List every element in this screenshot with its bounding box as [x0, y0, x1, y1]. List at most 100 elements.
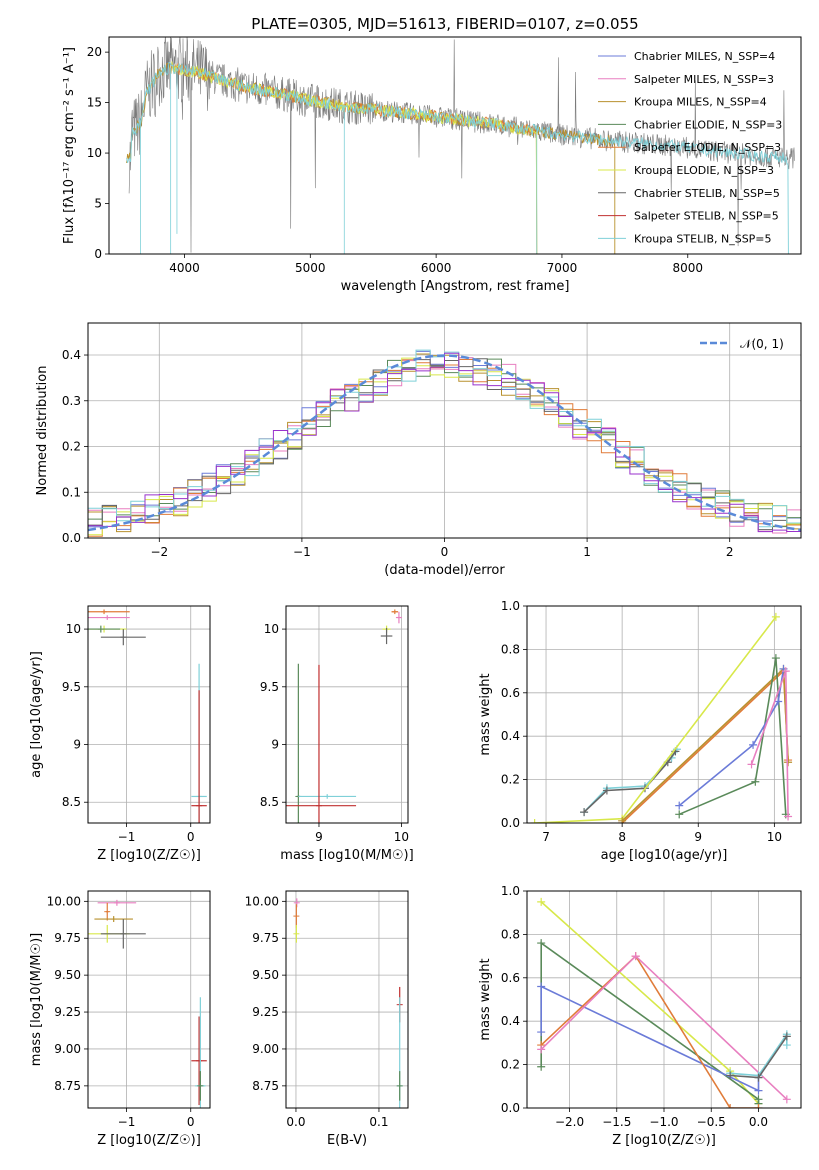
- x-tick-label: 7000: [547, 261, 578, 275]
- y-tick-label: 0.4: [62, 348, 81, 362]
- legend-label: Chabrier STELIB, N_SSP=5: [634, 187, 780, 200]
- legend: 𝒩(0, 1): [700, 337, 784, 351]
- axes-frame: [526, 605, 802, 824]
- weight-marker: [781, 667, 790, 676]
- legend-label: Kroupa STELIB, N_SSP=5: [634, 232, 772, 245]
- y-tick-label: 9.25: [54, 1005, 81, 1019]
- x-tick-label: 0: [187, 1115, 195, 1129]
- axes-weight-vs-age: 7 8 9 10 0.0 0.2 0.4 0.6 0.8 1.0 age [log10(age/yr…: [478, 599, 802, 863]
- x-axis-label: Z [log10(Z/Z☉)]: [612, 1133, 716, 1148]
- y-tick-label: 0.0: [501, 1101, 520, 1115]
- x-tick-label: 0: [187, 830, 195, 844]
- legend-label: Salpeter ELODIE, N_SSP=3: [634, 141, 781, 154]
- axes-age-vs-Z: −1 0 8.5 9 9.5 10 Z [log10(Z/Z☉)] age [log10(ag…: [29, 605, 211, 863]
- weight-marker: [537, 1062, 546, 1071]
- y-tick-label: 9: [271, 738, 279, 752]
- y-tick-label: 0.4: [501, 1014, 520, 1028]
- y-axis-label: mass weight: [478, 958, 493, 1040]
- x-axis-label: age [log10(age/yr)]: [601, 848, 728, 863]
- axes-weight-vs-Z: −2.0 −1.5 −1.0 −0.5 0.0 0.0 0.2 0.4 0.6 0.8 1.0 Z […: [478, 884, 802, 1148]
- y-tick-label: 1.0: [501, 599, 520, 613]
- weight-series-line: [583, 750, 677, 813]
- y-axis-label: mass weight: [478, 673, 493, 755]
- weight-marker: [530, 819, 539, 823]
- x-tick-label: −1: [293, 545, 311, 559]
- weight-marker: [602, 786, 611, 795]
- axes-residuals: −2 −1 0 1 2 0.0 0.1 0.2 0.3 0.4 (data-model)/error…: [35, 322, 802, 578]
- axes-mass-vs-ebv: 0.0 0.1 8.75 9.00 9.25 9.50 9.75 10.00 E(B-V): [245, 890, 409, 1148]
- axes-mass-vs-Z: −1 0 8.75 9.00 9.25 9.50 9.75 10.00 Z [log10(Z/Z…: [29, 890, 211, 1148]
- x-tick-label: −1.0: [649, 1115, 678, 1129]
- normal-curve: [88, 354, 801, 532]
- y-tick-label: 0.2: [62, 440, 81, 454]
- weight-marker: [537, 1045, 546, 1054]
- y-tick-label: 9.5: [260, 680, 279, 694]
- weight-marker: [771, 654, 780, 663]
- weight-marker: [771, 612, 780, 621]
- plot-area-age-vs-Z: [88, 609, 207, 823]
- y-tick-label: 8.75: [54, 1079, 81, 1093]
- y-tick-label: 10: [87, 146, 102, 160]
- x-tick-label: 0.0: [749, 1115, 768, 1129]
- x-tick-label: 10: [394, 830, 409, 844]
- x-axis-label: Z [log10(Z/Z☉)]: [97, 1133, 201, 1148]
- legend-label: Kroupa MILES, N_SSP=4: [634, 96, 767, 109]
- residual-histogram: [88, 352, 801, 533]
- x-tick-label: 0: [441, 545, 449, 559]
- x-axis-label: (data-model)/error: [384, 563, 505, 578]
- legend-label: Salpeter STELIB, N_SSP=5: [634, 210, 779, 223]
- axes-frame: [87, 890, 211, 1109]
- axes-frame: [285, 890, 409, 1109]
- x-tick-label: 4000: [169, 261, 200, 275]
- weight-marker: [537, 939, 546, 948]
- weight-marker: [537, 982, 546, 991]
- x-tick-label: 0.0: [286, 1115, 305, 1129]
- weight-series-line: [540, 985, 760, 1092]
- x-tick-label: −0.5: [697, 1115, 726, 1129]
- weight-series-line: [621, 669, 789, 823]
- weight-series-line: [678, 657, 787, 816]
- y-tick-label: 9.75: [252, 931, 279, 945]
- x-tick-label: −1: [118, 1115, 136, 1129]
- y-tick-label: 8.75: [252, 1079, 279, 1093]
- weight-marker: [754, 1086, 763, 1095]
- weight-marker: [784, 812, 793, 821]
- x-tick-label: −1: [118, 830, 136, 844]
- residual-histogram: [88, 357, 801, 536]
- y-tick-label: 9: [73, 738, 81, 752]
- weight-marker: [782, 1095, 791, 1104]
- x-axis-label: E(B-V): [327, 1133, 367, 1148]
- y-tick-label: 0.0: [501, 816, 520, 830]
- weight-marker: [726, 1071, 735, 1080]
- x-tick-label: −2: [150, 545, 168, 559]
- figure-title: PLATE=0305, MJD=51613, FIBERID=0107, z=0…: [251, 15, 638, 33]
- weight-series-line: [540, 941, 760, 1104]
- legend-label: 𝒩(0, 1): [740, 337, 784, 351]
- plot-area-weight-vs-Z: [537, 897, 791, 1108]
- y-tick-label: 1.0: [501, 884, 520, 898]
- axes-spectrum: 4000 5000 6000 7000 8000 0 5 10 15 20 wavelength […: [62, 36, 802, 294]
- x-tick-label: 7: [542, 830, 550, 844]
- legend: Chabrier MILES, N_SSP=4 Salpeter MILES, N…: [598, 50, 782, 245]
- y-tick-label: 9.50: [54, 968, 81, 982]
- weight-marker: [747, 760, 756, 769]
- axes-age-vs-mass: 9 10 8.5 9 9.5 10 mass [log10(M/M☉)]: [260, 605, 414, 863]
- axes-frame: [108, 36, 802, 255]
- weight-marker: [754, 1104, 763, 1108]
- legend-label: Chabrier ELODIE, N_SSP=3: [634, 118, 782, 131]
- x-tick-label: −2.0: [555, 1115, 584, 1129]
- x-tick-label: 8000: [672, 261, 703, 275]
- y-tick-label: 8.5: [62, 795, 81, 809]
- y-tick-label: 9.5: [62, 680, 81, 694]
- legend-label: Chabrier MILES, N_SSP=4: [634, 50, 775, 63]
- y-tick-label: 9.75: [54, 931, 81, 945]
- x-tick-label: 9: [694, 830, 702, 844]
- weight-marker: [618, 816, 627, 823]
- y-tick-label: 0.8: [501, 642, 520, 656]
- weight-marker: [749, 740, 758, 749]
- weight-marker: [751, 777, 760, 786]
- weight-marker: [537, 1028, 546, 1037]
- y-tick-label: 9.00: [252, 1042, 279, 1056]
- x-tick-label: 9: [315, 830, 323, 844]
